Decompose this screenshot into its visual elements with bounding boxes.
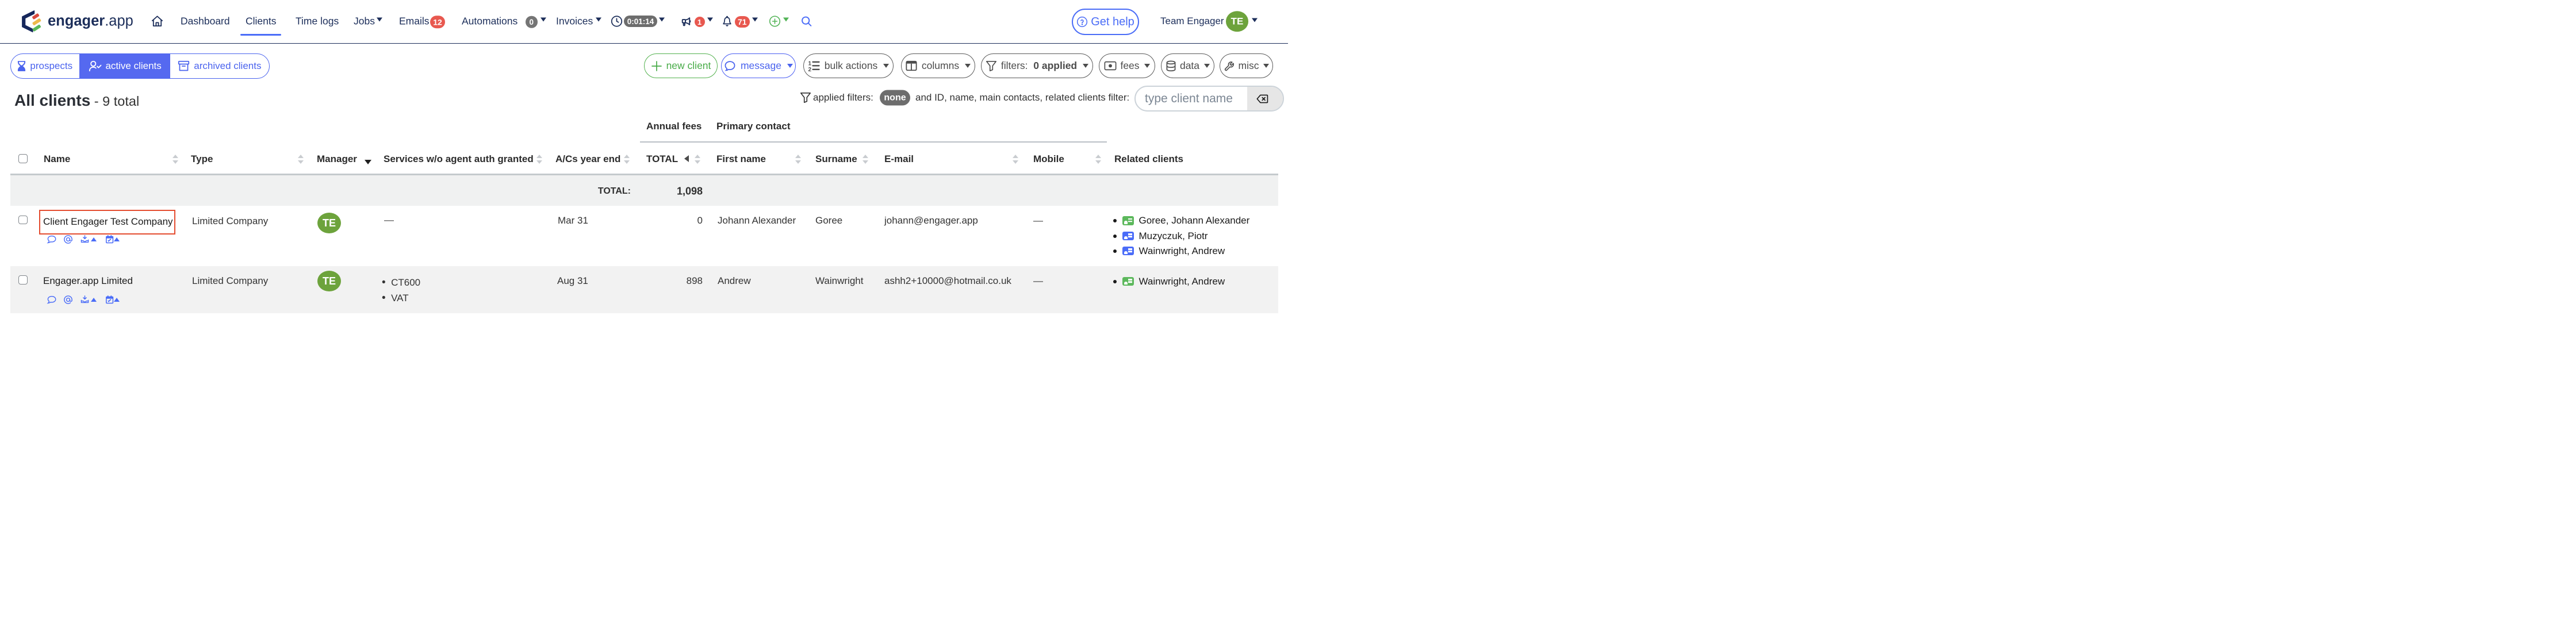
svg-text:1: 1 bbox=[808, 61, 811, 67]
svg-text:2: 2 bbox=[808, 67, 811, 71]
